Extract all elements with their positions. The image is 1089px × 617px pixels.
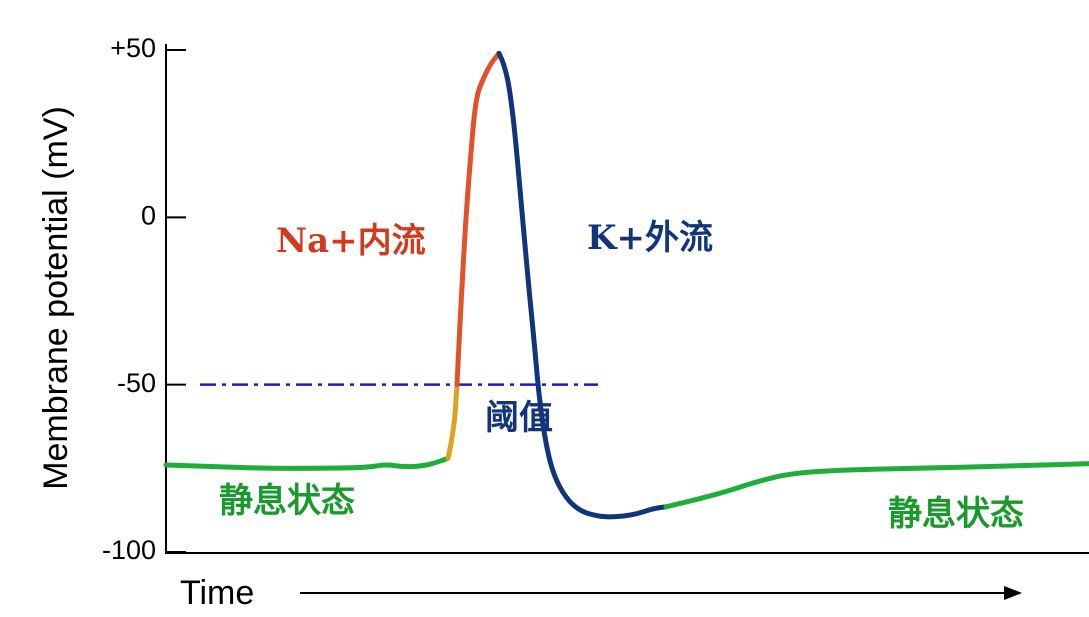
- annotation-resting-right: 静息状态: [888, 494, 1024, 534]
- curve-segment-depolarization: [454, 50, 502, 388]
- y-tick-label: -100: [102, 535, 156, 565]
- curve-segment-recovery: [663, 461, 1089, 510]
- y-axis-label: Membrane potential (mV): [37, 106, 75, 490]
- annotation-na-influx: Na+内流: [276, 221, 426, 261]
- y-tick-label: -50: [117, 368, 156, 398]
- y-ticks: +50 0 -50 -100: [102, 33, 186, 565]
- time-arrow-head: [1004, 586, 1022, 600]
- curve-segment-repolarization: [496, 50, 669, 520]
- x-axis-label: Time: [180, 574, 254, 612]
- annotation-resting-left: 静息状态: [219, 481, 355, 521]
- curve-segment-resting: [163, 455, 451, 471]
- y-tick-label: +50: [110, 33, 156, 63]
- y-tick-label: 0: [141, 200, 156, 230]
- annotation-k-efflux: K+外流: [587, 218, 713, 258]
- curve-segment-threshold-rise: [445, 382, 460, 461]
- potential-curve: [163, 50, 1089, 520]
- annotation-threshold: 阈值: [485, 398, 553, 438]
